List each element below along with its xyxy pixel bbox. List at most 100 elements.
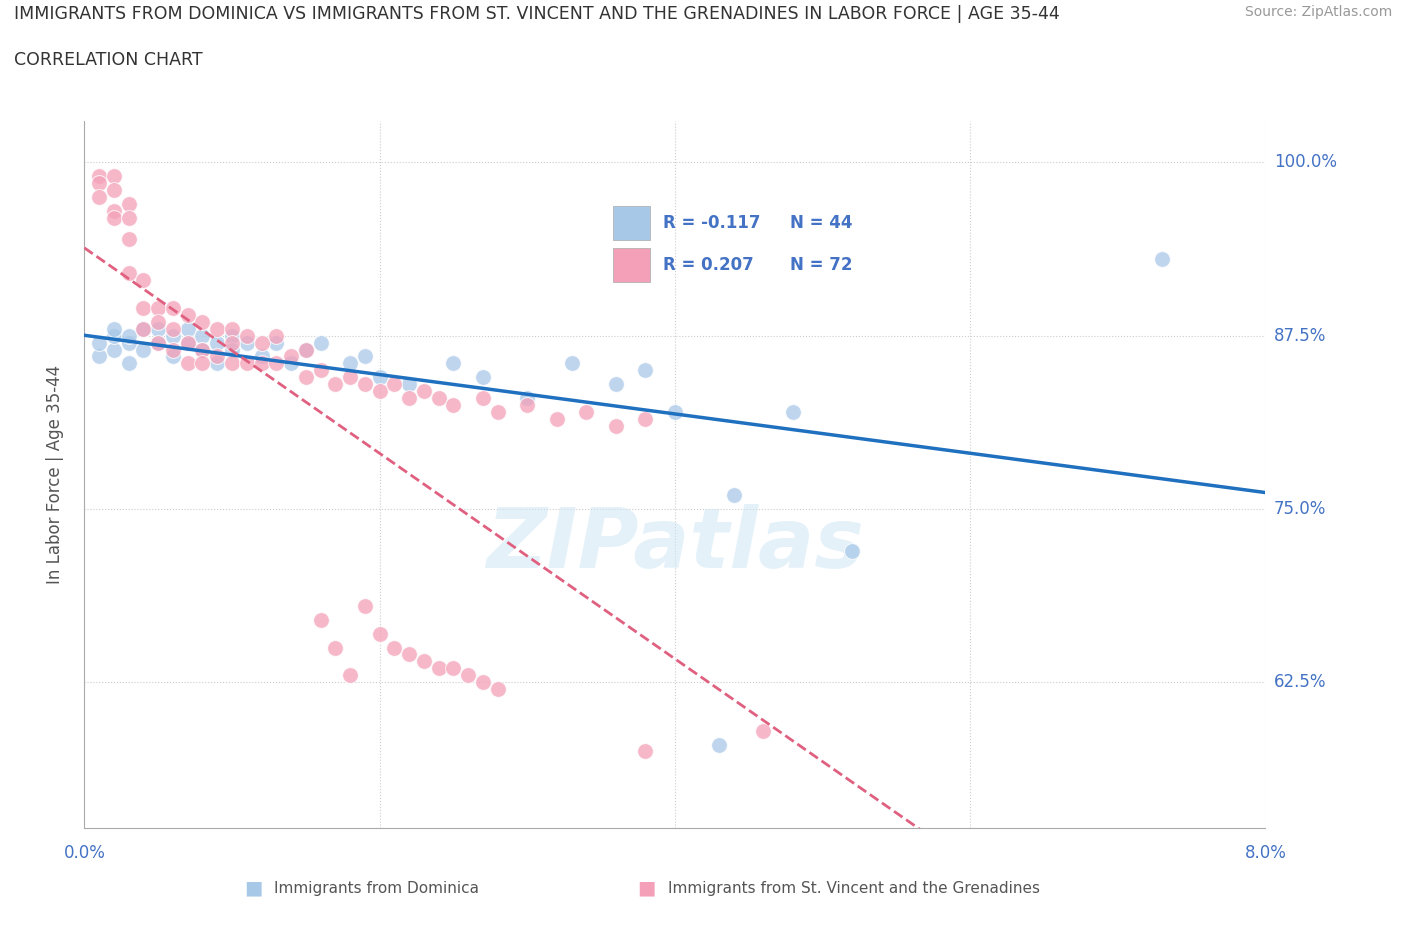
Point	[280, 356, 302, 371]
Point	[560, 356, 583, 371]
Text: R = 0.207: R = 0.207	[662, 256, 754, 274]
Point	[205, 335, 228, 350]
Point	[118, 196, 141, 211]
Point	[472, 675, 495, 690]
Point	[177, 356, 200, 371]
Point	[264, 335, 288, 350]
Point	[516, 397, 538, 412]
Point	[516, 391, 538, 405]
Point	[162, 342, 184, 357]
Point	[486, 405, 509, 419]
Point	[148, 335, 170, 350]
Point	[148, 322, 170, 337]
Point	[723, 487, 745, 502]
Point	[413, 384, 436, 399]
Point	[87, 169, 111, 184]
Y-axis label: In Labor Force | Age 35-44: In Labor Force | Age 35-44	[45, 365, 63, 584]
Point	[221, 322, 243, 337]
Point	[546, 411, 568, 426]
Point	[354, 599, 377, 614]
Text: ■: ■	[243, 879, 263, 897]
Point	[235, 356, 259, 371]
Point	[177, 335, 200, 350]
Point	[368, 370, 391, 385]
Point	[205, 349, 228, 364]
Point	[250, 356, 273, 371]
Text: CORRELATION CHART: CORRELATION CHART	[14, 51, 202, 69]
Point	[132, 322, 155, 337]
Point	[398, 377, 420, 392]
Text: Immigrants from Dominica: Immigrants from Dominica	[274, 881, 479, 896]
Point	[162, 349, 184, 364]
Point	[264, 356, 288, 371]
Point	[309, 335, 332, 350]
Text: R = -0.117: R = -0.117	[662, 214, 761, 232]
Point	[575, 405, 598, 419]
Point	[148, 335, 170, 350]
Text: ■: ■	[637, 879, 657, 897]
Point	[103, 169, 125, 184]
Point	[87, 176, 111, 191]
Text: 100.0%: 100.0%	[1274, 153, 1337, 171]
Point	[323, 377, 347, 392]
Point	[634, 744, 657, 759]
Text: Source: ZipAtlas.com: Source: ZipAtlas.com	[1244, 5, 1392, 19]
Point	[103, 342, 125, 357]
Point	[472, 370, 495, 385]
Point	[103, 322, 125, 337]
Point	[605, 418, 627, 433]
Point	[235, 335, 259, 350]
Text: 62.5%: 62.5%	[1274, 673, 1326, 691]
Point	[191, 342, 214, 357]
Point	[309, 612, 332, 627]
Point	[664, 405, 686, 419]
Point	[250, 349, 273, 364]
Point	[205, 322, 228, 337]
Point	[103, 210, 125, 225]
Text: Immigrants from St. Vincent and the Grenadines: Immigrants from St. Vincent and the Gren…	[668, 881, 1040, 896]
Point	[191, 314, 214, 329]
Point	[118, 232, 141, 246]
Text: 87.5%: 87.5%	[1274, 326, 1326, 345]
Point	[132, 342, 155, 357]
Point	[118, 266, 141, 281]
Point	[148, 314, 170, 329]
Point	[103, 328, 125, 343]
Point	[250, 335, 273, 350]
Point	[709, 737, 731, 752]
Point	[323, 640, 347, 655]
Point	[148, 300, 170, 315]
Point	[634, 363, 657, 378]
Point	[280, 349, 302, 364]
Point	[427, 391, 450, 405]
Point	[752, 724, 775, 738]
Point	[221, 342, 243, 357]
Point	[221, 328, 243, 343]
Text: ZIPatlas: ZIPatlas	[486, 504, 863, 586]
Point	[427, 661, 450, 676]
Point	[162, 328, 184, 343]
Point	[443, 356, 465, 371]
Point	[177, 335, 200, 350]
Point	[841, 543, 863, 558]
Point	[382, 377, 406, 392]
Point	[103, 183, 125, 198]
Point	[605, 377, 627, 392]
Point	[118, 335, 141, 350]
Point	[162, 322, 184, 337]
Point	[118, 328, 141, 343]
Point	[354, 349, 377, 364]
Point	[295, 342, 318, 357]
Point	[87, 349, 111, 364]
Point	[87, 335, 111, 350]
FancyBboxPatch shape	[613, 247, 651, 282]
Point	[368, 626, 391, 641]
Point	[443, 661, 465, 676]
Point	[118, 356, 141, 371]
Point	[398, 391, 420, 405]
Text: 0.0%: 0.0%	[63, 844, 105, 862]
Point	[191, 342, 214, 357]
Point	[634, 411, 657, 426]
Point	[368, 384, 391, 399]
Point	[398, 647, 420, 662]
